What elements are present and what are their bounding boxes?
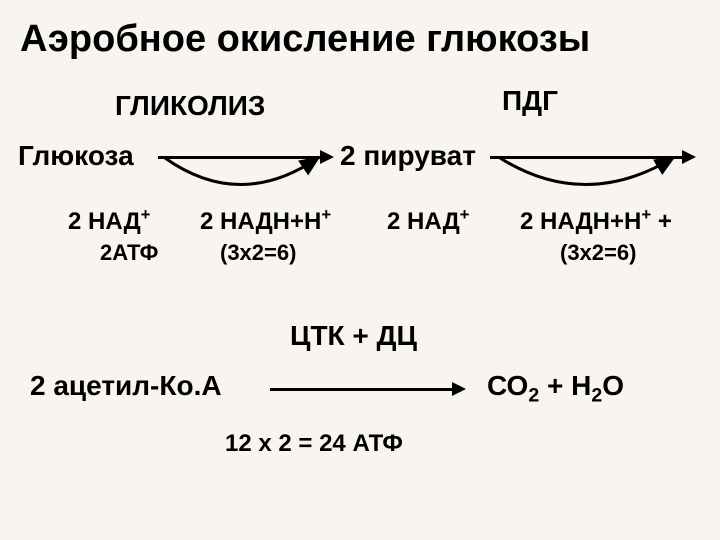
label-glycolysis: ГЛИКОЛИЗ <box>115 90 265 122</box>
page-title: Аэробное окисление глюкозы <box>0 0 720 71</box>
label-atp24: 12 х 2 = 24 АТФ <box>225 430 403 458</box>
co2-sub2b: 2 <box>591 385 602 407</box>
label-calc2: (3х2=6) <box>560 240 636 266</box>
nadh2-suffix: + <box>651 208 672 235</box>
co2-b: + Н <box>539 370 591 401</box>
co2-a: СО <box>487 370 528 401</box>
label-glucose: Глюкоза <box>18 140 134 172</box>
nadh2-text: 2 НАДН+Н <box>520 208 641 235</box>
label-ctk: ЦТК + ДЦ <box>290 320 417 352</box>
nad2-plus: + <box>460 205 470 224</box>
nad2-text: 2 НАД <box>387 208 460 235</box>
label-nad1: 2 НАД+ <box>68 205 150 236</box>
co2-c: О <box>602 370 624 401</box>
label-nadh1: 2 НАДН+Н+ <box>200 205 331 236</box>
nadh1-plus: + <box>321 205 331 224</box>
label-nad2: 2 НАД+ <box>387 205 469 236</box>
label-atp1: 2АТФ <box>100 240 158 266</box>
label-pdg: ПДГ <box>502 85 558 117</box>
nadh2-plus: + <box>641 205 651 224</box>
nad1-plus: + <box>141 205 151 224</box>
nadh1-text: 2 НАДН+Н <box>200 208 321 235</box>
nad1-text: 2 НАД <box>68 208 141 235</box>
label-co2h2o: СО2 + Н2О <box>487 370 624 408</box>
arrow-3-head <box>452 382 466 396</box>
arrow-3-line <box>270 388 455 391</box>
label-acetyl: 2 ацетил-Ко.А <box>30 370 222 402</box>
label-nadh2: 2 НАДН+Н+ + <box>520 205 672 236</box>
label-pyruvate: 2 пируват <box>340 140 476 172</box>
co2-sub2a: 2 <box>528 385 539 407</box>
label-calc1: (3х2=6) <box>220 240 296 266</box>
